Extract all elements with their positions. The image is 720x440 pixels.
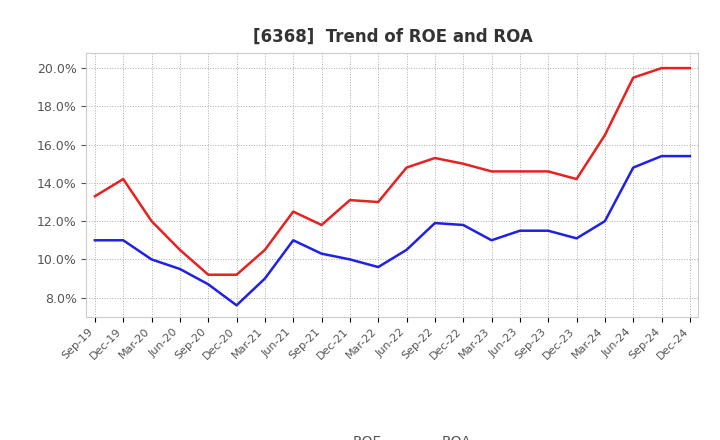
ROE xyxy=(289,209,297,214)
ROE xyxy=(374,199,382,205)
ROA xyxy=(657,154,666,159)
ROE xyxy=(176,247,184,253)
ROA xyxy=(318,251,326,257)
Line: ROE: ROE xyxy=(95,68,690,275)
ROA xyxy=(572,236,581,241)
ROA xyxy=(487,238,496,243)
ROE xyxy=(516,169,524,174)
ROA xyxy=(233,303,241,308)
ROE xyxy=(657,66,666,71)
ROA xyxy=(261,276,269,281)
ROE xyxy=(91,194,99,199)
ROA xyxy=(516,228,524,233)
ROE xyxy=(346,198,354,203)
Title: [6368]  Trend of ROE and ROA: [6368] Trend of ROE and ROA xyxy=(253,28,532,46)
ROA xyxy=(374,264,382,270)
ROA xyxy=(459,222,467,227)
ROA xyxy=(685,154,694,159)
ROE xyxy=(318,222,326,227)
ROE xyxy=(261,247,269,253)
ROA xyxy=(600,219,609,224)
ROA xyxy=(289,238,297,243)
ROA xyxy=(346,257,354,262)
ROE xyxy=(459,161,467,166)
ROA xyxy=(148,257,156,262)
ROE xyxy=(629,75,637,81)
Legend: ROE, ROA: ROE, ROA xyxy=(314,435,471,440)
ROE xyxy=(431,155,439,161)
ROA xyxy=(176,266,184,271)
ROA xyxy=(629,165,637,170)
ROA xyxy=(431,220,439,226)
ROE xyxy=(204,272,212,277)
ROA xyxy=(91,238,99,243)
ROE xyxy=(685,66,694,71)
ROA xyxy=(204,282,212,287)
ROE xyxy=(119,176,127,182)
ROA xyxy=(402,247,411,253)
ROE xyxy=(572,176,581,182)
ROE xyxy=(233,272,241,277)
ROA xyxy=(544,228,552,233)
ROE xyxy=(402,165,411,170)
ROE xyxy=(544,169,552,174)
ROA xyxy=(119,238,127,243)
ROE xyxy=(600,132,609,138)
Line: ROA: ROA xyxy=(95,156,690,305)
ROE xyxy=(148,219,156,224)
ROE xyxy=(487,169,496,174)
